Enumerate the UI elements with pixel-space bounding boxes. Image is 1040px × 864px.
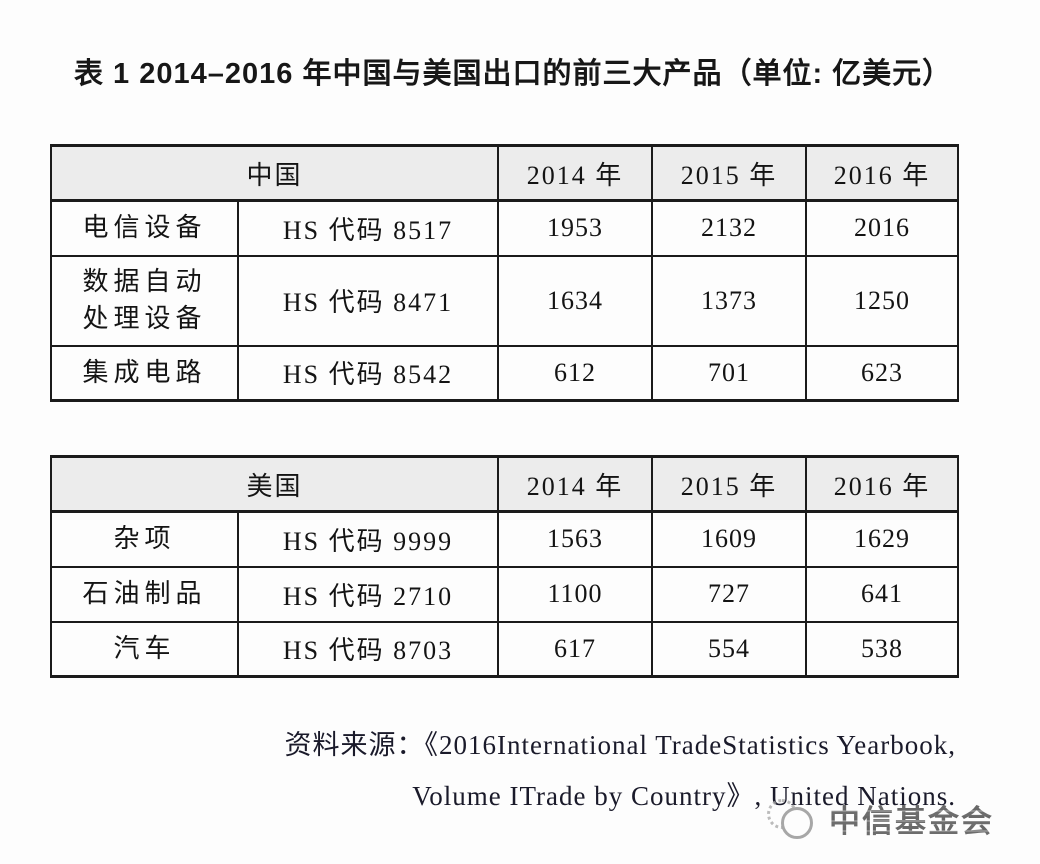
table-row: 石油制品 HS 代码 2710 1100 727 641 (50, 565, 960, 623)
year-header-2016: 2016 年 (805, 455, 960, 513)
hs-code-cell: HS 代码 8517 (236, 199, 500, 257)
table-header-row: 中国 2014 年 2015 年 2016 年 (49, 144, 960, 202)
value-cell: 1609 (651, 510, 808, 568)
us-exports-table: 美国 2014 年 2015 年 2016 年 杂项 HS 代码 9999 15… (49, 455, 960, 678)
value-cell: 727 (651, 565, 808, 623)
product-cell: 电信设备 (50, 199, 239, 257)
source-note: 资料来源：《2016International TradeStatistics … (0, 720, 956, 822)
table-row: 集成电路 HS 代码 8542 612 701 623 (50, 344, 960, 402)
value-cell: 2132 (651, 199, 808, 257)
value-cell: 2016 (805, 199, 960, 257)
country-header: 美国 (49, 455, 500, 513)
product-cell: 数据自动处理设备 (50, 254, 239, 347)
value-cell: 701 (651, 344, 808, 402)
value-cell: 1250 (805, 254, 960, 347)
hs-code-cell: HS 代码 8703 (236, 620, 500, 678)
year-header-2016: 2016 年 (805, 144, 960, 202)
value-cell: 617 (497, 620, 654, 678)
value-cell: 1629 (805, 510, 960, 568)
table-header-row: 美国 2014 年 2015 年 2016 年 (49, 455, 960, 513)
hs-code-cell: HS 代码 2710 (236, 565, 500, 623)
product-cell: 集成电路 (50, 344, 239, 402)
year-header-2015: 2015 年 (651, 455, 808, 513)
table-row: 汽车 HS 代码 8703 617 554 538 (50, 620, 960, 678)
hs-code-cell: HS 代码 8542 (236, 344, 500, 402)
table-row: 杂项 HS 代码 9999 1563 1609 1629 (50, 510, 960, 568)
value-cell: 641 (805, 565, 960, 623)
value-cell: 554 (651, 620, 808, 678)
watermark-text: 中信基金会 (829, 796, 994, 841)
product-cell: 杂项 (50, 510, 239, 568)
product-cell: 汽车 (50, 620, 239, 678)
source-line-1: 资料来源：《2016International TradeStatistics … (284, 730, 956, 760)
value-cell: 1634 (497, 254, 654, 347)
year-header-2014: 2014 年 (497, 144, 654, 202)
foundation-logo-icon (767, 797, 817, 841)
product-cell: 石油制品 (50, 565, 239, 623)
year-header-2014: 2014 年 (497, 455, 654, 513)
value-cell: 1100 (497, 565, 654, 623)
value-cell: 623 (805, 344, 960, 402)
china-exports-table: 中国 2014 年 2015 年 2016 年 电信设备 HS 代码 8517 … (49, 144, 960, 402)
value-cell: 1373 (651, 254, 808, 347)
year-header-2015: 2015 年 (651, 144, 808, 202)
hs-code-cell: HS 代码 8471 (236, 254, 500, 347)
page-title: 表 1 2014–2016 年中国与美国出口的前三大产品（单位: 亿美元） (74, 58, 953, 90)
table-row: 数据自动处理设备 HS 代码 8471 1634 1373 1250 (50, 254, 960, 347)
value-cell: 1953 (497, 199, 654, 257)
country-header: 中国 (49, 144, 500, 202)
hs-code-cell: HS 代码 9999 (236, 510, 500, 568)
watermark: 中信基金会 (767, 796, 994, 841)
value-cell: 1563 (497, 510, 654, 568)
source-line-2: Volume ITrade by Country》, United Nation… (412, 781, 956, 811)
table-row: 电信设备 HS 代码 8517 1953 2132 2016 (50, 199, 960, 257)
value-cell: 612 (497, 344, 654, 402)
value-cell: 538 (805, 620, 960, 678)
